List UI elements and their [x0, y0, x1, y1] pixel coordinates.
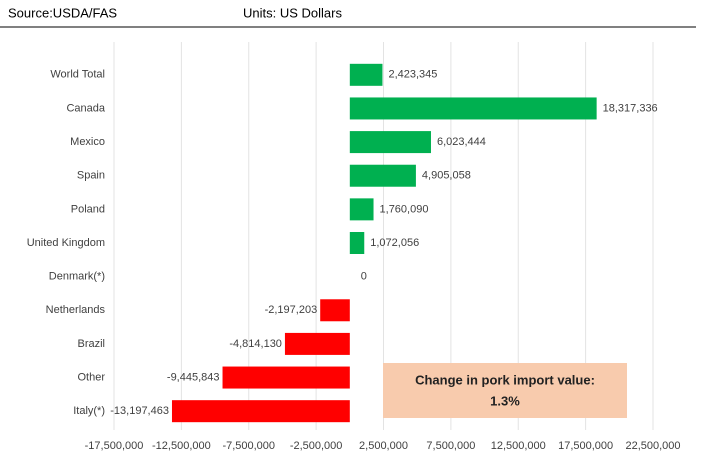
- y-tick-label: Netherlands: [46, 304, 106, 316]
- bars: World Total 2,423,345 Canada 18,317,336 Mexi…: [27, 63, 658, 423]
- value-label: 4,905,058: [422, 170, 471, 182]
- y-tick-label: Poland: [71, 203, 105, 215]
- bar: [349, 164, 416, 187]
- value-label: 0: [361, 271, 367, 283]
- units: Units: US Dollars: [243, 5, 342, 20]
- bar: [349, 63, 383, 86]
- bar: [349, 131, 431, 154]
- value-label: -13,197,463: [110, 405, 169, 417]
- value-label: 6,023,444: [437, 136, 486, 148]
- annotation: 1.3%: [490, 393, 520, 408]
- value-label: -9,445,843: [167, 371, 220, 383]
- y-tick-label: Italy(*): [73, 405, 105, 417]
- value-label: 1,760,090: [380, 203, 429, 215]
- y-tick-label: Brazil: [77, 338, 105, 350]
- x-tick-label: 12,500,000: [491, 440, 546, 452]
- bar: [222, 366, 350, 389]
- bar: [320, 299, 350, 322]
- x-tick-label: -12,500,000: [152, 440, 211, 452]
- y-tick-label: World Total: [50, 69, 105, 81]
- bar: [349, 198, 374, 221]
- bar: [349, 97, 597, 120]
- bar: [171, 400, 350, 423]
- x-tick-label: 2,500,000: [359, 440, 408, 452]
- x-tick-label: -17,500,000: [85, 440, 144, 452]
- x-tick-label: 17,500,000: [558, 440, 613, 452]
- y-tick-label: Spain: [77, 170, 105, 182]
- annotation: Change in pork import value:: [415, 372, 595, 387]
- y-tick-label: Denmark(*): [49, 271, 105, 283]
- x-tick-label: 22,500,000: [625, 440, 680, 452]
- y-tick-label: Other: [77, 371, 105, 383]
- y-tick-label: Canada: [66, 102, 105, 114]
- x-tick-label: -7,500,000: [222, 440, 275, 452]
- value-label: 2,423,345: [388, 69, 437, 81]
- bar: [349, 232, 365, 254]
- annotation-box: [383, 363, 627, 418]
- value-label: -2,197,203: [265, 304, 318, 316]
- value-label: -4,814,130: [229, 338, 282, 350]
- x-tick-label: -2,500,000: [290, 440, 343, 452]
- y-tick-label: United Kingdom: [27, 237, 105, 249]
- source: Source:USDA/FAS: [8, 5, 117, 20]
- value-label: 1,072,056: [370, 237, 419, 249]
- bar: [284, 332, 350, 355]
- x-tick-label: 7,500,000: [426, 440, 475, 452]
- value-label: 18,317,336: [603, 102, 658, 114]
- y-tick-label: Mexico: [70, 136, 105, 148]
